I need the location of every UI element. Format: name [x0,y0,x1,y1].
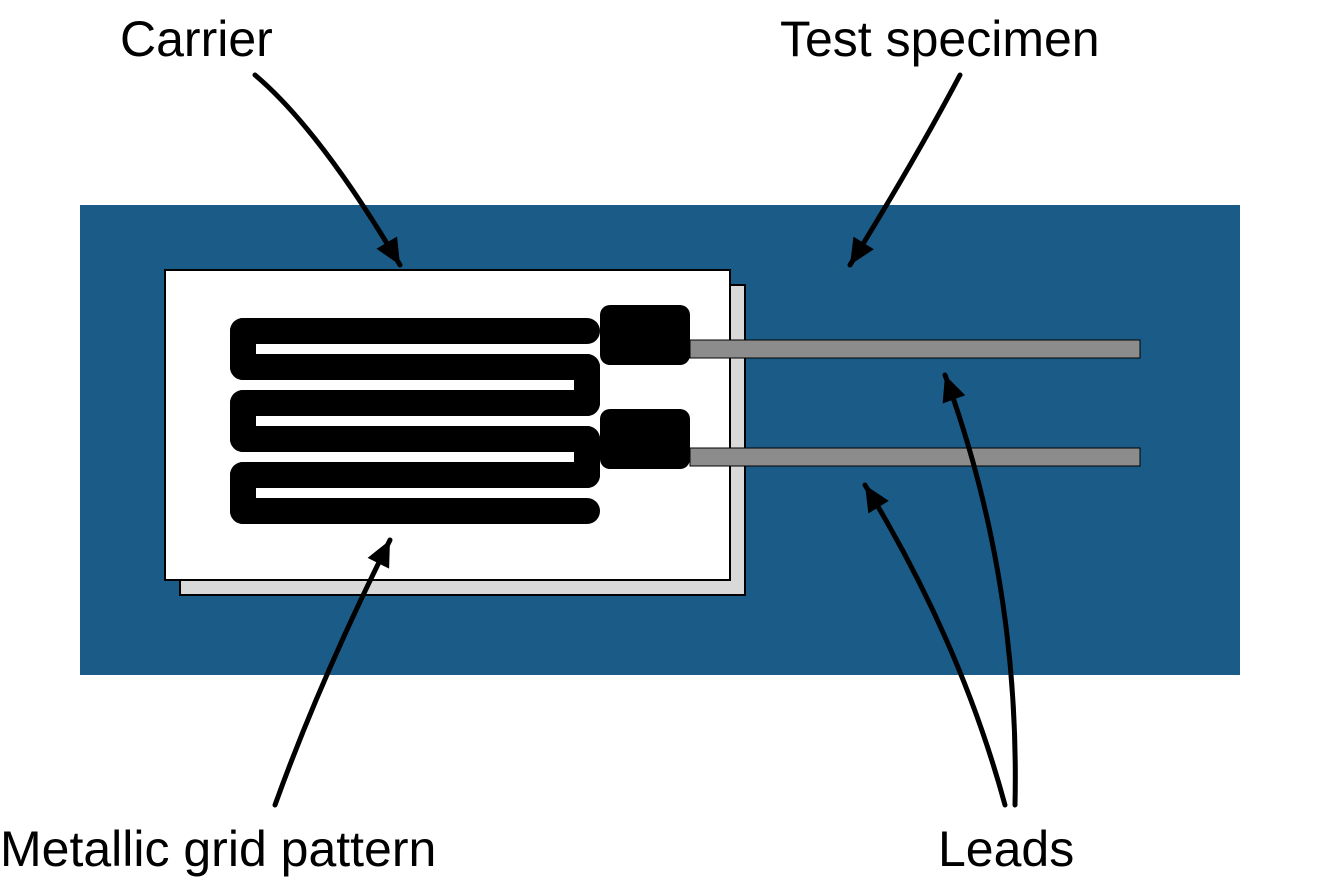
grid-bar-0 [230,318,600,344]
grid-turn-0 [230,318,256,380]
lead-1 [690,448,1140,466]
grid-turn-2 [230,390,256,452]
grid-bar-1 [230,354,600,380]
grid-bar-3 [230,426,600,452]
grid-pad-1 [600,409,690,469]
grid-bar-2 [230,390,600,416]
diagram-svg [0,0,1317,890]
lead-0 [690,340,1140,358]
grid-turn-1 [574,354,600,416]
grid-turn-4 [230,462,256,524]
grid-turn-3 [574,426,600,488]
grid-pad-0 [600,305,690,365]
grid-bar-4 [230,462,600,488]
grid-bar-5 [230,498,600,524]
